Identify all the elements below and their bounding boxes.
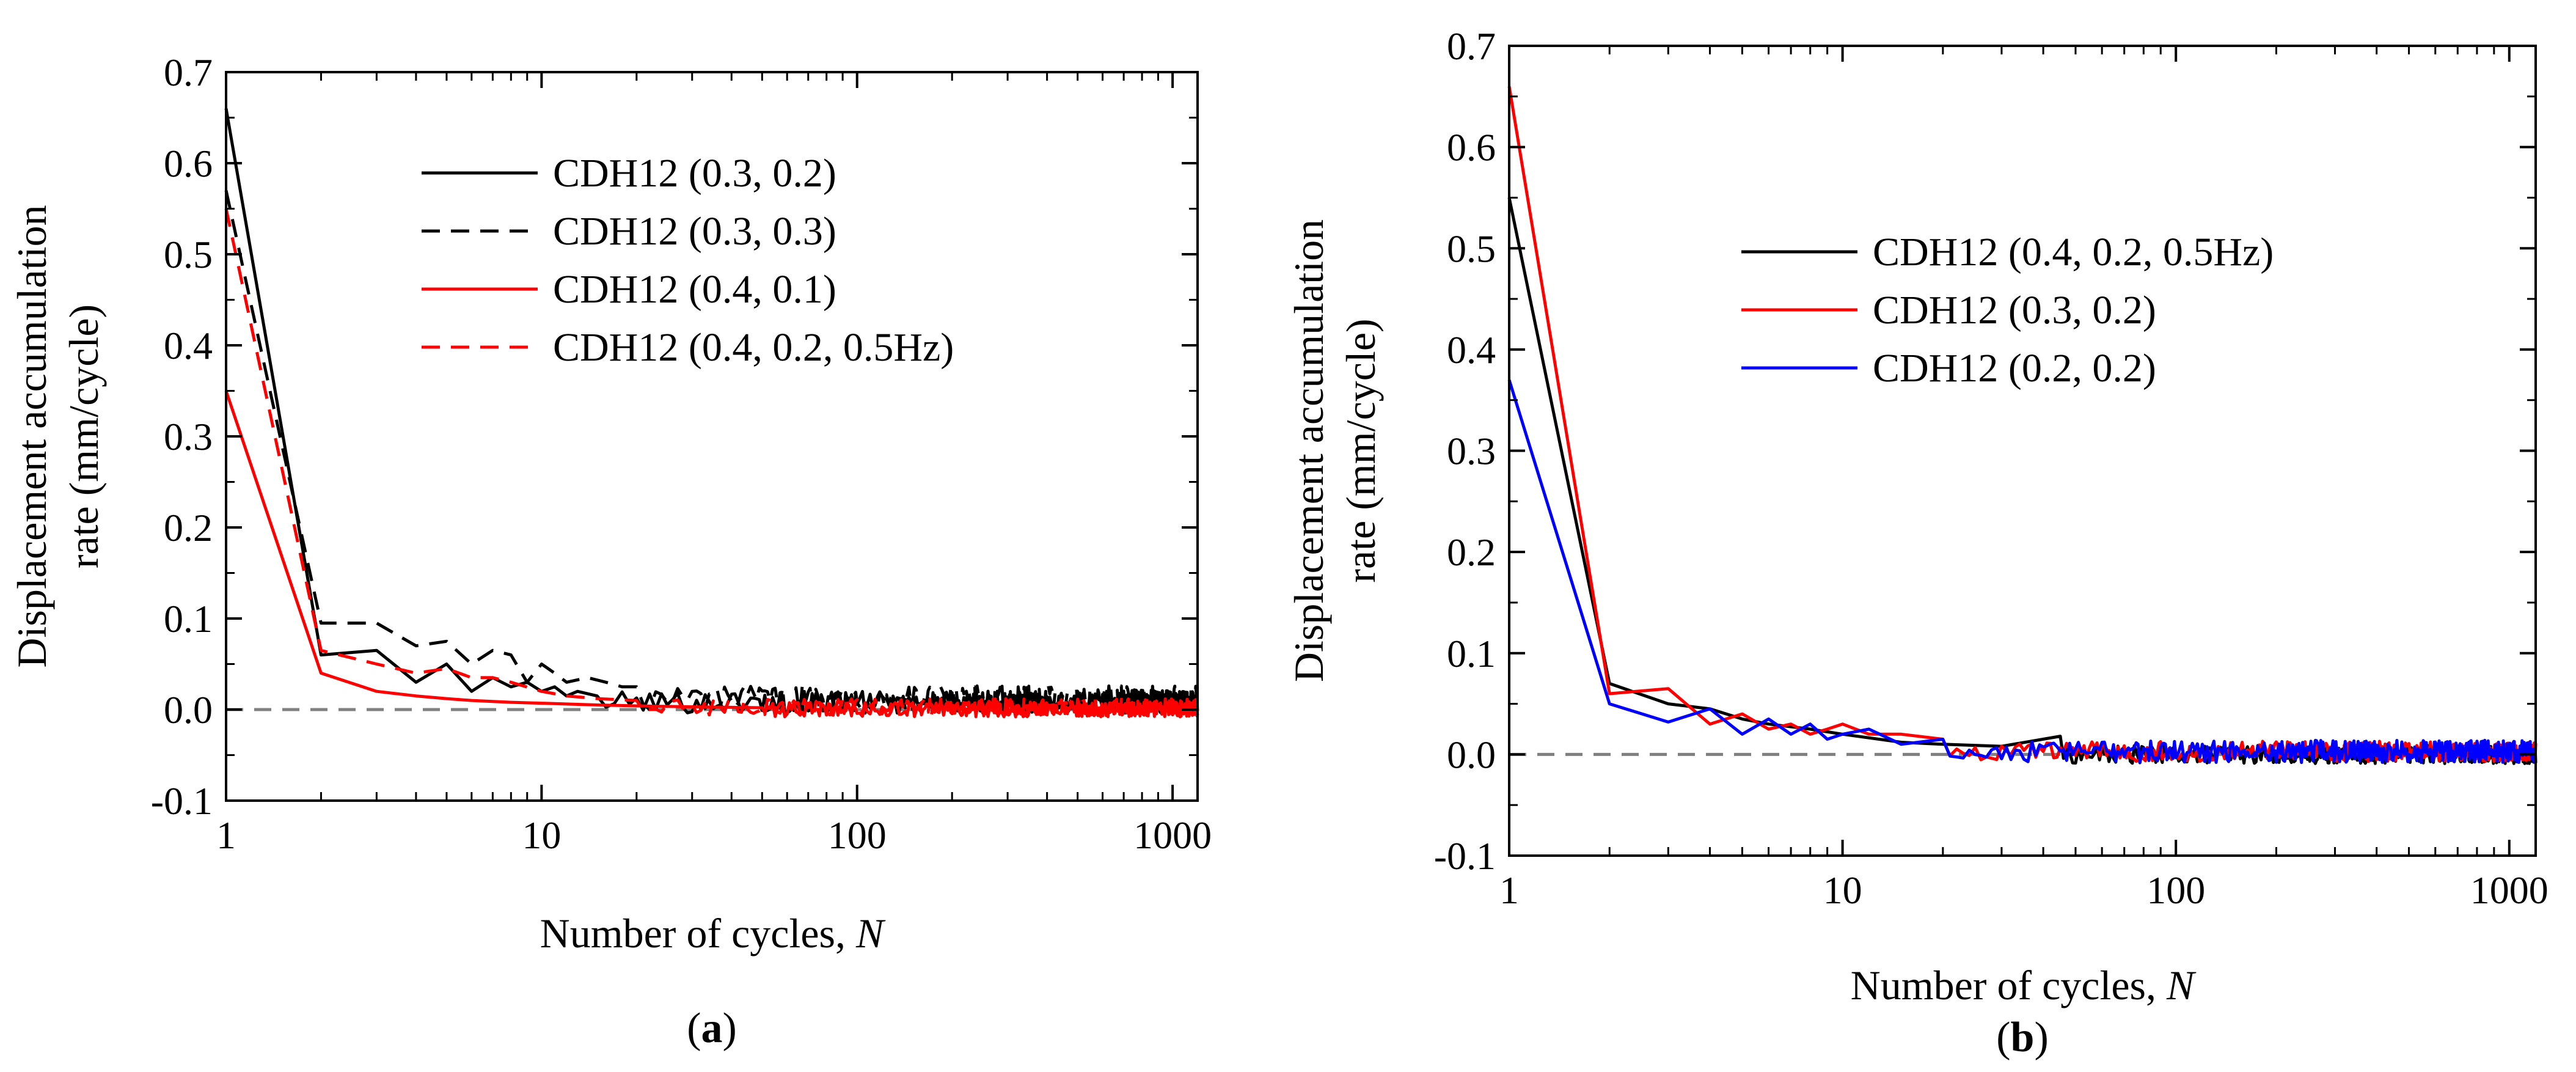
y-tick-label: 0.4 [164, 324, 213, 367]
y-tick-label: 0.0 [164, 688, 213, 732]
y-tick-label: 0.7 [1447, 24, 1496, 68]
y-tick-label: 0.6 [1447, 126, 1496, 169]
y-tick-label: -0.1 [1434, 834, 1496, 878]
x-tick-label: 10 [1823, 868, 1862, 912]
x-tick-label: 10 [522, 813, 561, 857]
legend-label-4: CDH12 (0.4, 0.2, 0.5Hz) [553, 325, 954, 370]
x-axis-label-a: Number of cycles, N [540, 910, 886, 956]
legend-label-1: CDH12 (0.4, 0.2, 0.5Hz) [1873, 230, 2274, 274]
y-axis-label-b-line2: rate (mm/cycle) [1337, 318, 1384, 582]
y-tick-label: 0.3 [1447, 430, 1496, 473]
legend-label-2: CDH12 (0.3, 0.3) [553, 209, 836, 254]
series-line-1 [224, 108, 1199, 715]
x-tick-label: 100 [2146, 868, 2205, 912]
panel-caption-b: (b) [1996, 1014, 2049, 1061]
y-tick-label: 0.0 [1447, 733, 1496, 776]
y-axis-label-a-line1: Displacement accumulation [9, 205, 55, 667]
x-tick-label: 1 [1499, 868, 1519, 912]
y-tick-label: 0.1 [164, 597, 213, 641]
y-axis-label-a-line2: rate (mm/cycle) [60, 304, 107, 568]
x-tick-label: 1 [216, 813, 236, 857]
series-line-4 [224, 208, 1199, 717]
legend-label-1: CDH12 (0.3, 0.2) [553, 151, 836, 196]
series-line-3 [224, 390, 1199, 719]
legend-label-2: CDH12 (0.3, 0.2) [1873, 288, 2156, 332]
y-tick-label: 0.2 [164, 506, 213, 549]
y-tick-label: 0.5 [164, 233, 213, 276]
panel-caption-a: (a) [687, 1005, 737, 1052]
x-tick-label: 100 [828, 813, 887, 857]
y-tick-label: 0.7 [164, 51, 213, 94]
y-tick-label: 0.6 [164, 142, 213, 185]
x-tick-label: 1000 [2470, 868, 2549, 912]
legend-label-3: CDH12 (0.4, 0.1) [553, 267, 836, 312]
x-axis-label-b: Number of cycles, N [1851, 962, 2197, 1008]
panel-b: 1 10 100 1000 -0.1 0.0 0.1 0.2 0.3 0.4 0.5 0.6 0.7 C… [1280, 12, 2575, 1072]
x-tick-label: 1000 [1133, 813, 1212, 857]
panel-b-background [1280, 12, 2575, 1072]
y-tick-label: 0.4 [1447, 328, 1496, 372]
y-tick-label: 0.3 [164, 415, 213, 458]
y-tick-label: 0.5 [1447, 227, 1496, 270]
legend-label-3: CDH12 (0.2, 0.2) [1873, 346, 2156, 391]
y-tick-label: -0.1 [151, 779, 213, 823]
series-line-3 [1507, 379, 2537, 765]
y-axis-label-b-line1: Displacement accumulation [1286, 219, 1332, 682]
y-tick-label: 0.2 [1447, 530, 1496, 574]
y-tick-label: 0.1 [1447, 632, 1496, 675]
panel-a: 1 10 100 1000 -0.1 0.0 0.1 0.2 0.3 0.4 0.5 0.6 0.7 C… [9, 51, 1212, 1052]
